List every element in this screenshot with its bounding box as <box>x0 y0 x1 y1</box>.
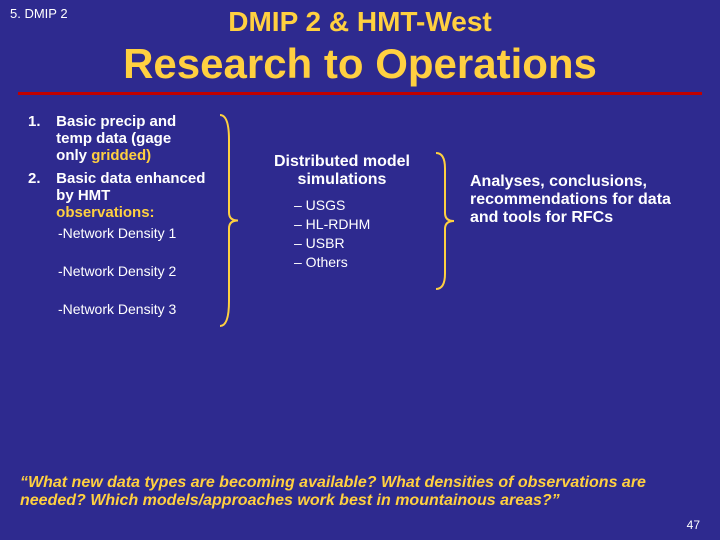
item-text: Basic precip and temp data (gage only gr… <box>56 113 206 164</box>
quote-text: “What new data types are becoming availa… <box>20 474 700 510</box>
highlight-text: gridded) <box>91 147 151 164</box>
highlight-text: observations: <box>56 204 154 221</box>
list-item: – HL-RDHM <box>294 216 432 232</box>
list-item: – Others <box>294 254 432 270</box>
network-density-3: -Network Density 3 <box>58 301 218 317</box>
list-item: – USBR <box>294 235 432 251</box>
column-output: Analyses, conclusions, recommendations f… <box>470 173 690 227</box>
text: Basic data enhanced by HMT <box>56 170 205 204</box>
list-item: – USGS <box>294 197 432 213</box>
page-number: 47 <box>687 518 700 532</box>
network-density-1: -Network Density 1 <box>58 225 218 241</box>
breadcrumb: 5. DMIP 2 <box>10 6 68 21</box>
brace-icon <box>434 151 460 295</box>
list-item: 2. Basic data enhanced by HMT observatio… <box>28 170 218 221</box>
heading: Distributed model simulations <box>252 153 432 189</box>
page-title: Research to Operations <box>0 40 720 88</box>
item-number: 1. <box>28 113 52 130</box>
brace-icon <box>218 113 244 332</box>
item-number: 2. <box>28 170 52 187</box>
column-simulations: Distributed model simulations – USGS – H… <box>252 153 432 273</box>
sim-list: – USGS – HL-RDHM – USBR – Others <box>294 197 432 270</box>
item-text: Basic data enhanced by HMT observations: <box>56 170 206 221</box>
column-inputs: 1. Basic precip and temp data (gage only… <box>28 113 218 317</box>
subtitle: DMIP 2 & HMT-West <box>0 0 720 38</box>
content-area: 1. Basic precip and temp data (gage only… <box>0 95 720 425</box>
list-item: 1. Basic precip and temp data (gage only… <box>28 113 218 164</box>
network-density-2: -Network Density 2 <box>58 263 218 279</box>
